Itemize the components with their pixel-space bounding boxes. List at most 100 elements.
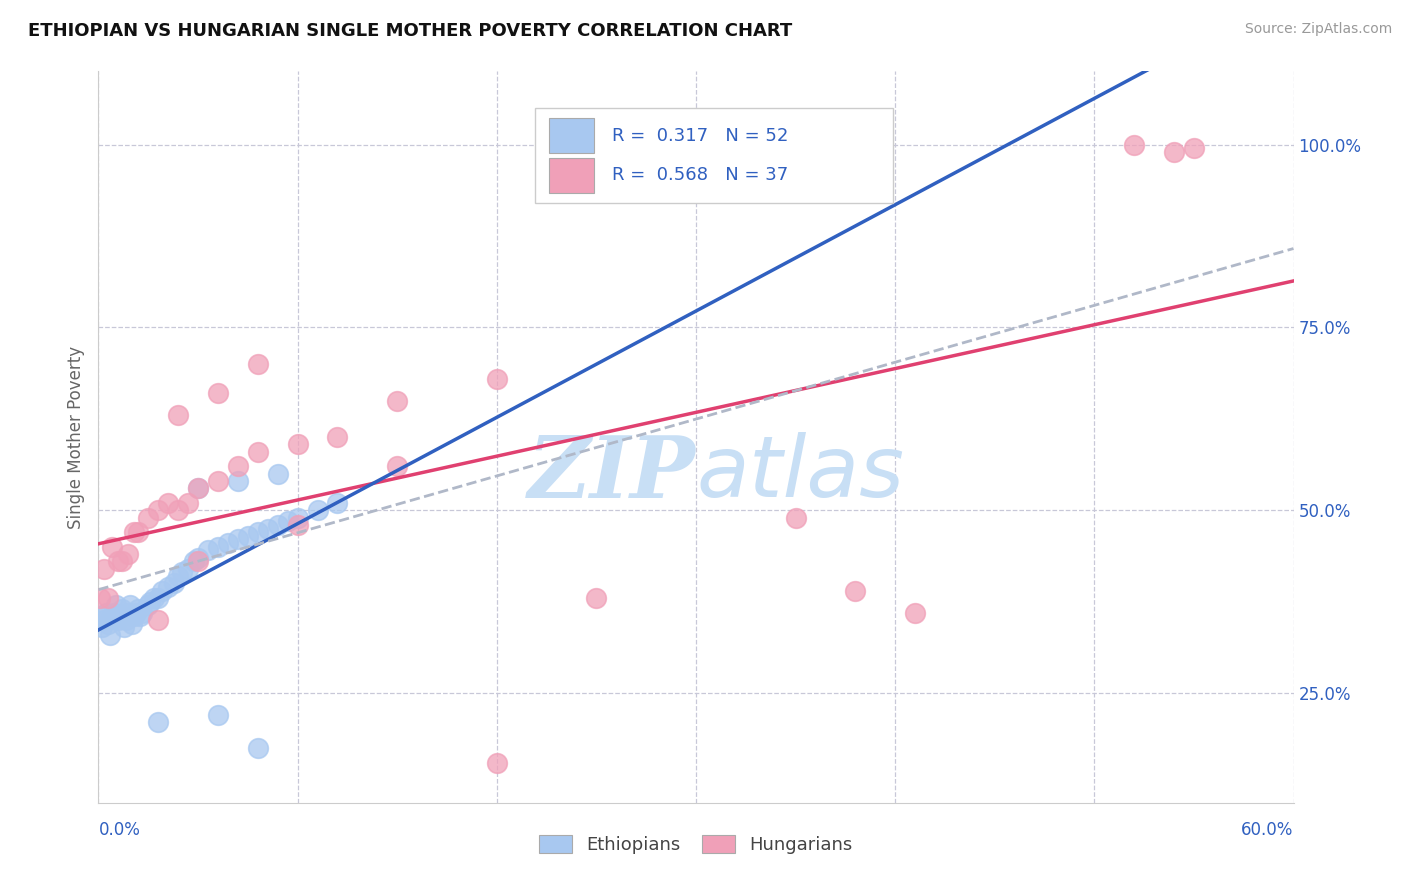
FancyBboxPatch shape	[534, 108, 893, 203]
Point	[124, 609, 146, 624]
Point	[93, 562, 115, 576]
Legend: Ethiopians, Hungarians: Ethiopians, Hungarians	[534, 830, 858, 860]
Point	[1163, 145, 1185, 159]
Point	[187, 554, 209, 568]
Point	[226, 474, 249, 488]
FancyBboxPatch shape	[548, 118, 595, 153]
Point	[96, 606, 118, 620]
Point	[89, 609, 111, 624]
Point	[785, 510, 807, 524]
Point	[136, 510, 159, 524]
Point	[101, 540, 124, 554]
Point	[157, 580, 180, 594]
Point	[120, 599, 142, 613]
Point	[167, 408, 190, 422]
FancyBboxPatch shape	[548, 158, 595, 193]
Point	[187, 550, 209, 565]
Point	[89, 591, 111, 605]
Point	[150, 583, 173, 598]
Point	[136, 599, 159, 613]
Point	[287, 510, 309, 524]
Point	[110, 609, 132, 624]
Point	[172, 566, 194, 580]
Point	[117, 547, 139, 561]
Point	[121, 616, 143, 631]
Point	[93, 613, 115, 627]
Text: 0.0%: 0.0%	[98, 821, 141, 839]
Point	[287, 437, 309, 451]
Point	[129, 609, 152, 624]
Point	[124, 525, 146, 540]
Point	[103, 606, 125, 620]
Point	[187, 481, 209, 495]
Point	[97, 616, 120, 631]
Point	[107, 554, 129, 568]
Y-axis label: Single Mother Poverty: Single Mother Poverty	[66, 345, 84, 529]
Point	[207, 540, 229, 554]
Point	[177, 496, 200, 510]
Point	[226, 533, 249, 547]
Point	[207, 386, 229, 401]
Text: ZIP: ZIP	[529, 432, 696, 516]
Point	[105, 599, 128, 613]
Point	[197, 543, 219, 558]
Point	[585, 591, 607, 605]
Point	[385, 393, 409, 408]
Point	[111, 554, 134, 568]
Point	[107, 613, 129, 627]
Point	[267, 467, 290, 481]
Point	[98, 627, 122, 641]
Point	[844, 583, 866, 598]
Point	[163, 576, 186, 591]
Text: R =  0.317   N = 52: R = 0.317 N = 52	[613, 127, 789, 145]
Point	[157, 496, 180, 510]
Text: atlas: atlas	[696, 432, 904, 516]
Point	[117, 606, 139, 620]
Point	[485, 371, 508, 385]
Point	[177, 562, 200, 576]
Point	[183, 554, 205, 568]
Point	[187, 481, 209, 495]
Text: 60.0%: 60.0%	[1241, 821, 1294, 839]
Point	[256, 521, 278, 535]
Point	[101, 609, 124, 624]
Point	[904, 606, 927, 620]
Point	[148, 503, 170, 517]
Point	[207, 474, 229, 488]
Point	[91, 620, 114, 634]
Point	[217, 536, 239, 550]
Point	[127, 602, 149, 616]
Point	[97, 591, 120, 605]
Point	[125, 606, 148, 620]
Point	[167, 569, 190, 583]
Point	[1182, 141, 1205, 155]
Point	[246, 525, 269, 540]
Point	[246, 740, 269, 755]
Point	[485, 756, 508, 770]
Point	[143, 591, 166, 605]
Point	[326, 430, 349, 444]
Point	[139, 594, 162, 608]
Point	[167, 503, 190, 517]
Point	[226, 459, 249, 474]
Point	[115, 613, 138, 627]
Point	[1123, 137, 1146, 152]
Point	[131, 606, 153, 620]
Point	[148, 591, 170, 605]
Point	[127, 525, 149, 540]
Point	[207, 708, 229, 723]
Text: Source: ZipAtlas.com: Source: ZipAtlas.com	[1244, 22, 1392, 37]
Point	[236, 529, 259, 543]
Point	[307, 503, 329, 517]
Point	[112, 620, 135, 634]
Text: ETHIOPIAN VS HUNGARIAN SINGLE MOTHER POVERTY CORRELATION CHART: ETHIOPIAN VS HUNGARIAN SINGLE MOTHER POV…	[28, 22, 793, 40]
Point	[148, 613, 170, 627]
Point	[148, 715, 170, 730]
Text: R =  0.568   N = 37: R = 0.568 N = 37	[613, 166, 789, 185]
Point	[385, 459, 409, 474]
Point	[246, 357, 269, 371]
Point	[287, 517, 309, 532]
Point	[246, 444, 269, 458]
Point	[111, 602, 134, 616]
Point	[277, 514, 299, 528]
